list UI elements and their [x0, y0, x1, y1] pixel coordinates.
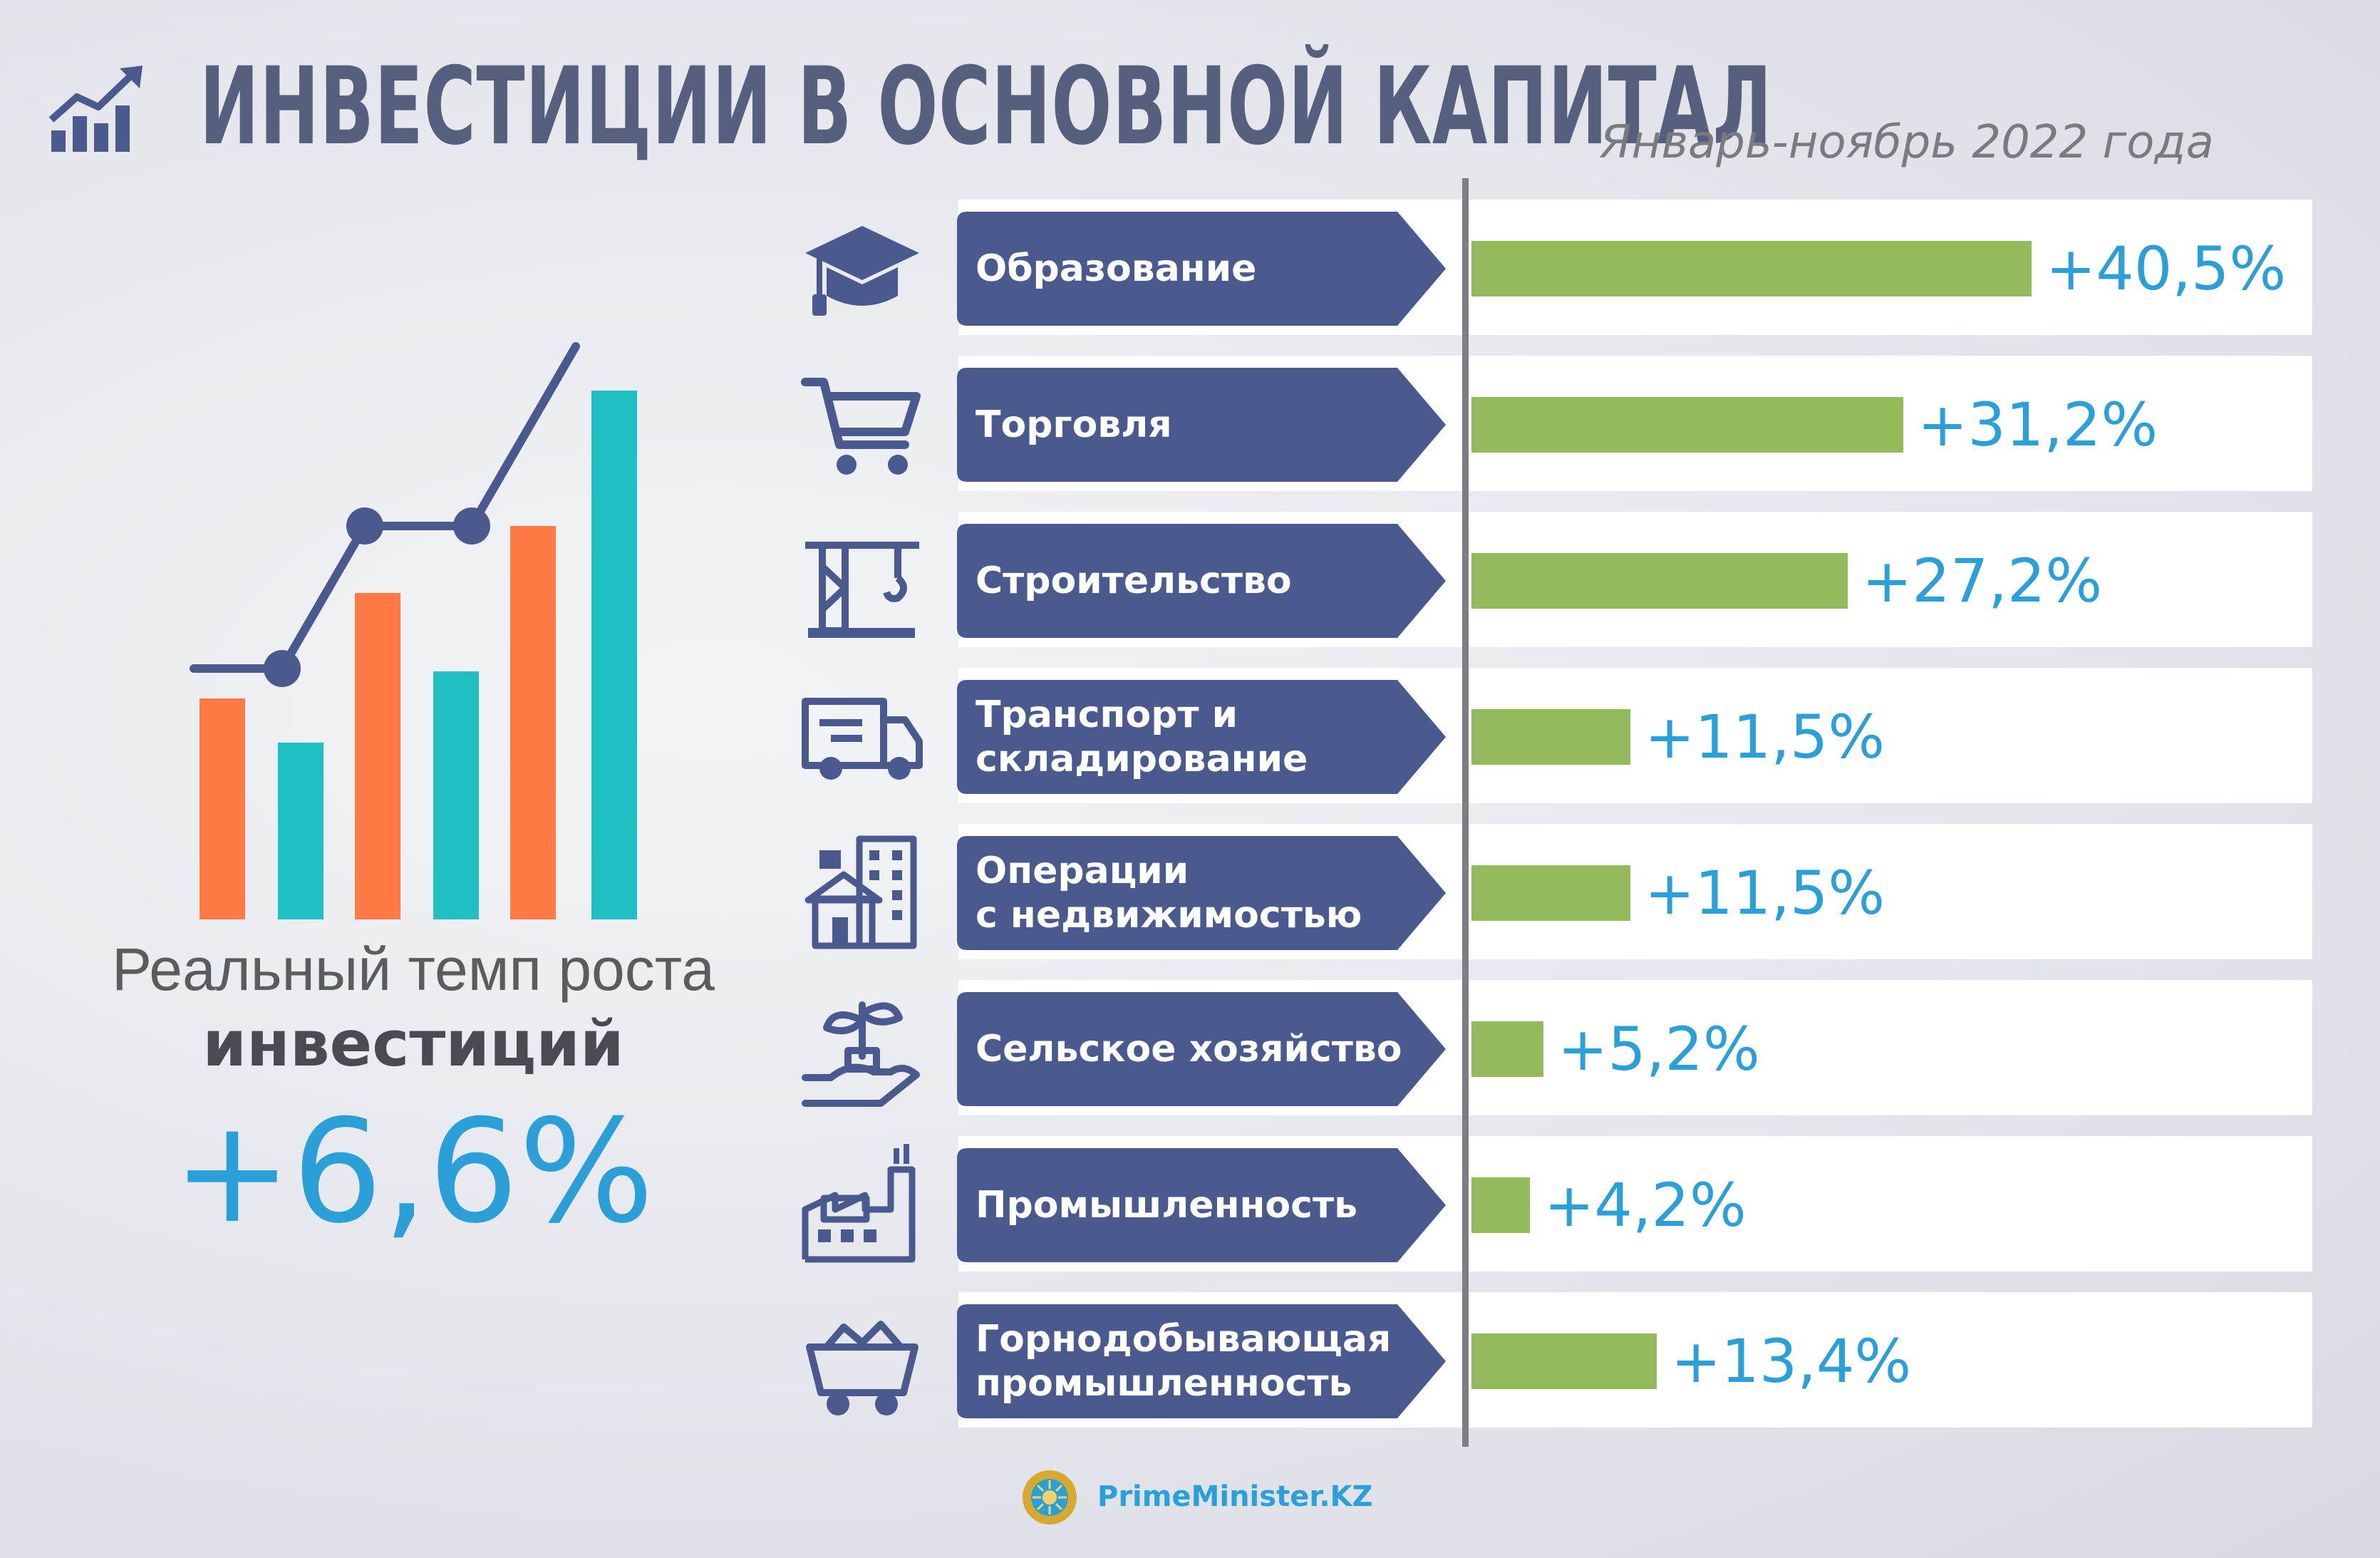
kazakhstan-emblem-icon: [1023, 1470, 1077, 1525]
category-label: Образование: [976, 247, 1257, 290]
construction-crane-icon: [798, 517, 926, 645]
plant-in-hand-icon: [798, 985, 926, 1113]
category-label: Торговля: [976, 403, 1172, 446]
bar: [1471, 865, 1630, 921]
category-label-tag: Транспорт и складирование: [957, 680, 1447, 794]
category-label-tag: Торговля: [957, 368, 1447, 482]
delivery-truck-icon: [798, 673, 926, 801]
mining-cart-icon: [798, 1297, 926, 1425]
category-label-tag: Промышленность: [957, 1148, 1447, 1262]
category-label-tag: Строительство: [957, 524, 1447, 638]
footer-brand: PrimeMinister.KZ: [1097, 1480, 1373, 1513]
category-label: Промышленность: [976, 1184, 1357, 1227]
bar: [1471, 709, 1630, 765]
category-label: Строительство: [976, 559, 1292, 602]
bar-value-label: +31,2%: [1918, 390, 2158, 460]
bar: [1471, 1021, 1543, 1077]
bar-value-label: +4,2%: [1544, 1170, 1747, 1240]
bar-value-label: +5,2%: [1558, 1014, 1760, 1084]
bar: [1471, 397, 1903, 453]
real-estate-buildings-icon: [798, 829, 926, 957]
bar-value-label: +11,5%: [1645, 702, 1885, 772]
graduation-cap-icon: [798, 205, 926, 333]
bar-value-label: +11,5%: [1645, 858, 1885, 928]
bar: [1471, 553, 1848, 609]
growth-chart-icon: [48, 66, 143, 152]
shopping-cart-icon: [798, 361, 926, 489]
decorative-growth-illustration: [190, 342, 637, 919]
category-label-tag: Горнодобывающая промышленность: [957, 1304, 1447, 1418]
summary-emphasis: инвестиций: [202, 1007, 624, 1080]
factory-icon: [798, 1141, 926, 1269]
bar-value-label: +40,5%: [2046, 234, 2287, 304]
summary-value: +6,6%: [172, 1089, 654, 1255]
category-label: Горнодобывающая промышленность: [976, 1318, 1392, 1405]
category-label-tag: Образование: [957, 212, 1447, 326]
summary-label: Реальный темп роста: [111, 936, 715, 1003]
category-label-tag: Операции с недвижимостью: [957, 836, 1447, 950]
chart-axis-line: [1462, 178, 1469, 1447]
page-subtitle: Январь-ноябрь 2022 года: [1600, 116, 2214, 169]
category-label: Операции с недвижимостью: [976, 850, 1362, 937]
bar: [1471, 1333, 1657, 1389]
bar-value-label: +27,2%: [1862, 546, 2103, 616]
category-label: Сельское хозяйство: [976, 1028, 1402, 1071]
page-title: ИНВЕСТИЦИИ В ОСНОВНОЙ КАПИТАЛ: [200, 45, 1773, 169]
bar: [1471, 241, 2032, 296]
category-label-tag: Сельское хозяйство: [957, 992, 1447, 1106]
bar-value-label: +13,4%: [1671, 1326, 1912, 1396]
bar: [1471, 1177, 1530, 1233]
category-label: Транспорт и складирование: [976, 693, 1308, 780]
